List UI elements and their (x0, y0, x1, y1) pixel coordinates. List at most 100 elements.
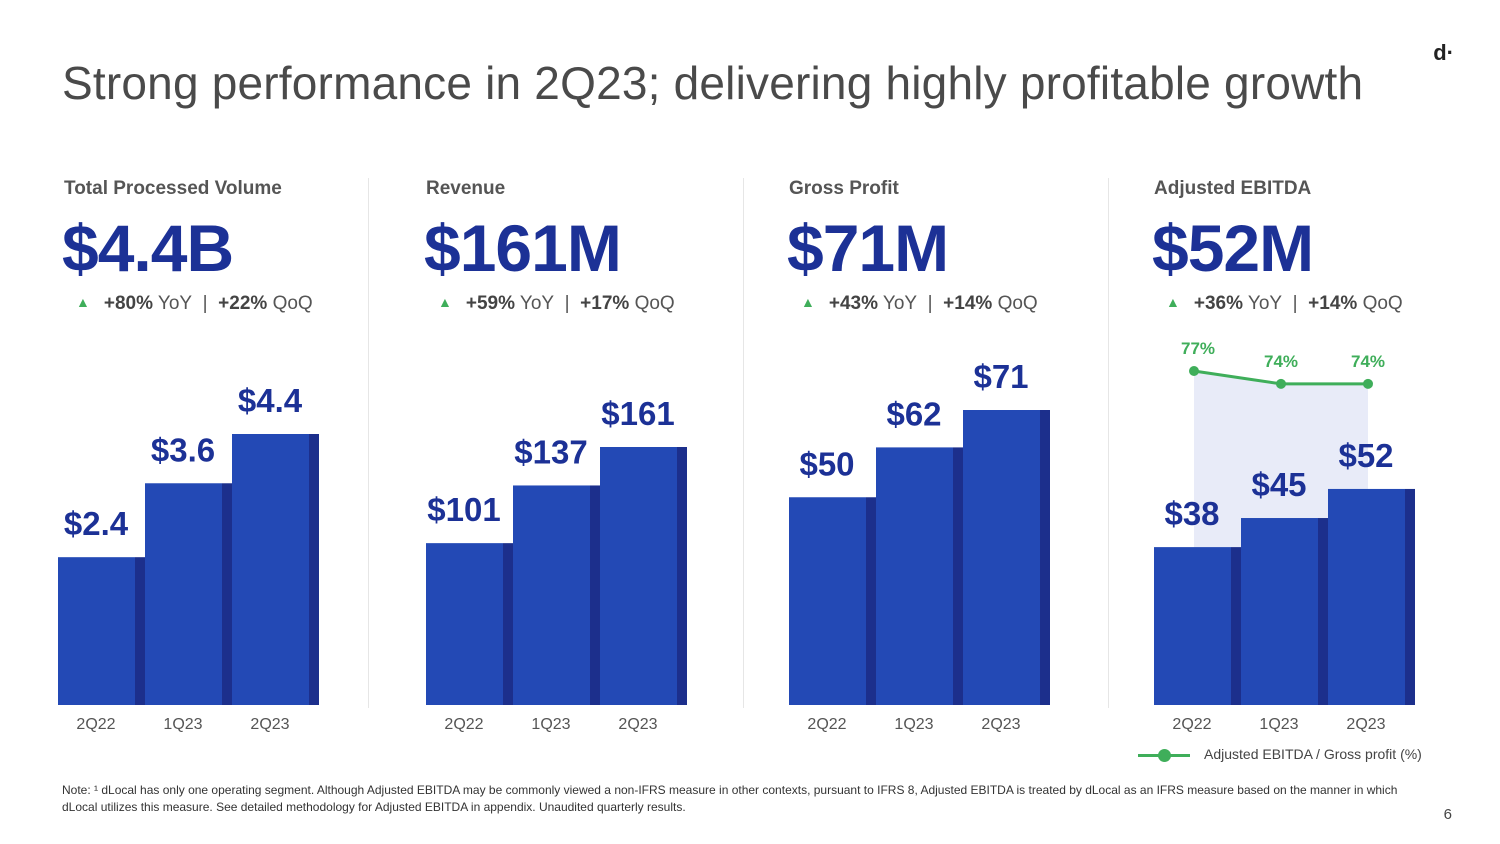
bar-value-label: $52 (1338, 437, 1393, 474)
bar (145, 483, 222, 705)
bar-value-label: $3.6 (151, 431, 215, 468)
gross-profit-bar-chart: $50 2Q22 $62 1Q23 $71 2Q23 (789, 358, 1050, 733)
bar (1154, 547, 1231, 705)
bar-value-label: $45 (1251, 466, 1306, 503)
tpv-bar-chart: $2.4 2Q22 $3.6 1Q23 $4.4 2Q23 (58, 382, 319, 733)
metric-headline: $161M (424, 211, 622, 285)
yoy-value: +59% (465, 293, 515, 314)
bar-edge (1318, 518, 1328, 705)
yoy-text: YoY (519, 293, 555, 314)
bar-edge (953, 447, 963, 705)
x-tick-label: 1Q23 (531, 716, 570, 733)
metric-growth: ▲ +36% YoY | +14% QoQ (1166, 293, 1403, 315)
x-tick-label: 1Q23 (163, 716, 202, 733)
ratio-value-label: 74% (1351, 352, 1385, 371)
bar (58, 557, 135, 705)
x-tick-label: 1Q23 (894, 716, 933, 733)
x-tick-label: 2Q23 (981, 716, 1020, 733)
bar-edge (1040, 410, 1050, 705)
ratio-point (1189, 366, 1199, 376)
metric-panel-gross-profit: Gross Profit $71M ▲ +43% YoY | +14% QoQ $… (787, 170, 1139, 760)
yoy-value: +43% (828, 293, 878, 314)
bar-value-label: $71 (973, 358, 1028, 395)
qoq-text: QoQ (634, 293, 675, 314)
chart-legend: Adjusted EBITDA / Gross profit (%) (1138, 746, 1422, 762)
metric-label: Adjusted EBITDA (1154, 178, 1312, 199)
bar-value-label: $4.4 (238, 382, 303, 419)
metric-label: Total Processed Volume (64, 178, 282, 199)
bar-edge (677, 447, 687, 705)
dlocal-logo: d· (1433, 40, 1454, 65)
bar-edge (590, 485, 600, 705)
yoy-value: +36% (1193, 293, 1243, 314)
bar-value-label: $137 (514, 433, 587, 470)
x-tick-label: 2Q22 (807, 716, 846, 733)
x-tick-label: 1Q23 (1259, 716, 1298, 733)
growth-separator: | (202, 293, 208, 314)
bar-value-label: $62 (886, 395, 941, 432)
footnote: Note: ¹ dLocal has only one operating se… (62, 783, 1398, 814)
x-tick-label: 2Q23 (250, 716, 289, 733)
bar-value-label: $2.4 (64, 505, 129, 542)
qoq-value: +22% (218, 293, 268, 314)
metric-headline: $4.4B (62, 211, 234, 285)
up-triangle-icon: ▲ (1166, 294, 1180, 310)
yoy-value: +80% (103, 293, 153, 314)
x-tick-label: 2Q22 (1172, 716, 1211, 733)
bar-edge (309, 434, 319, 705)
metric-label: Revenue (426, 178, 506, 199)
qoq-text: QoQ (997, 293, 1038, 314)
up-triangle-icon: ▲ (438, 294, 452, 310)
qoq-text: QoQ (1362, 293, 1403, 314)
bar (1328, 488, 1405, 705)
metric-panel-adjusted-ebitda: Adjusted EBITDA $52M ▲ +36% YoY | +14% Qo… (1152, 170, 1500, 760)
ratio-value-label: 77% (1181, 339, 1215, 358)
qoq-value: +14% (1308, 293, 1358, 314)
up-triangle-icon: ▲ (76, 294, 90, 310)
ratio-point (1276, 378, 1286, 389)
bar-value-label: $161 (601, 395, 674, 432)
bar-edge (503, 543, 513, 705)
metric-headline: $71M (787, 211, 949, 285)
qoq-text: QoQ (272, 293, 313, 314)
bar-edge (1405, 488, 1415, 705)
growth-separator: | (564, 293, 570, 314)
ratio-point (1363, 378, 1373, 389)
panel-divider (1108, 178, 1109, 708)
metric-headline: $52M (1152, 211, 1314, 285)
metric-growth: ▲ +59% YoY | +17% QoQ (438, 293, 675, 315)
yoy-text: YoY (882, 293, 918, 314)
panel-divider (743, 178, 744, 708)
metric-panel-revenue: Revenue $161M ▲ +59% YoY | +17% QoQ $101 2… (424, 170, 776, 760)
yoy-text: YoY (157, 293, 193, 314)
revenue-bar-chart: $101 2Q22 $137 1Q23 $161 2Q23 (426, 395, 687, 733)
metric-panel-tpv: Total Processed Volume $4.4B ▲ +80% YoY |… (58, 170, 414, 760)
bar (789, 497, 866, 705)
qoq-value: +14% (943, 293, 993, 314)
x-tick-label: 2Q22 (76, 716, 115, 733)
yoy-text: YoY (1247, 293, 1283, 314)
bar (1241, 518, 1318, 705)
bar (513, 485, 590, 705)
up-triangle-icon: ▲ (801, 294, 815, 310)
bar (600, 447, 677, 705)
x-tick-label: 2Q23 (618, 716, 657, 733)
adjusted-ebitda-bar-chart: $38 2Q22 $45 1Q23 $52 2Q23 77% 74% 74% (1154, 339, 1415, 733)
bar-edge (222, 483, 232, 705)
bar (426, 543, 503, 705)
bar-edge (866, 497, 876, 705)
x-tick-label: 2Q23 (1346, 716, 1385, 733)
x-tick-label: 2Q22 (444, 716, 483, 733)
growth-separator: | (927, 293, 933, 314)
bar-value-label: $50 (799, 445, 854, 482)
bar-value-label: $38 (1164, 495, 1219, 532)
metric-label: Gross Profit (789, 178, 899, 199)
legend-line-marker-icon (1138, 748, 1190, 762)
bar-value-label: $101 (427, 491, 500, 528)
legend-label: Adjusted EBITDA / Gross profit (%) (1204, 746, 1422, 762)
bar-edge (1231, 547, 1241, 705)
bar (876, 447, 953, 705)
bar-edge (135, 557, 145, 705)
page-number: 6 (1443, 806, 1452, 823)
bar (232, 434, 309, 705)
